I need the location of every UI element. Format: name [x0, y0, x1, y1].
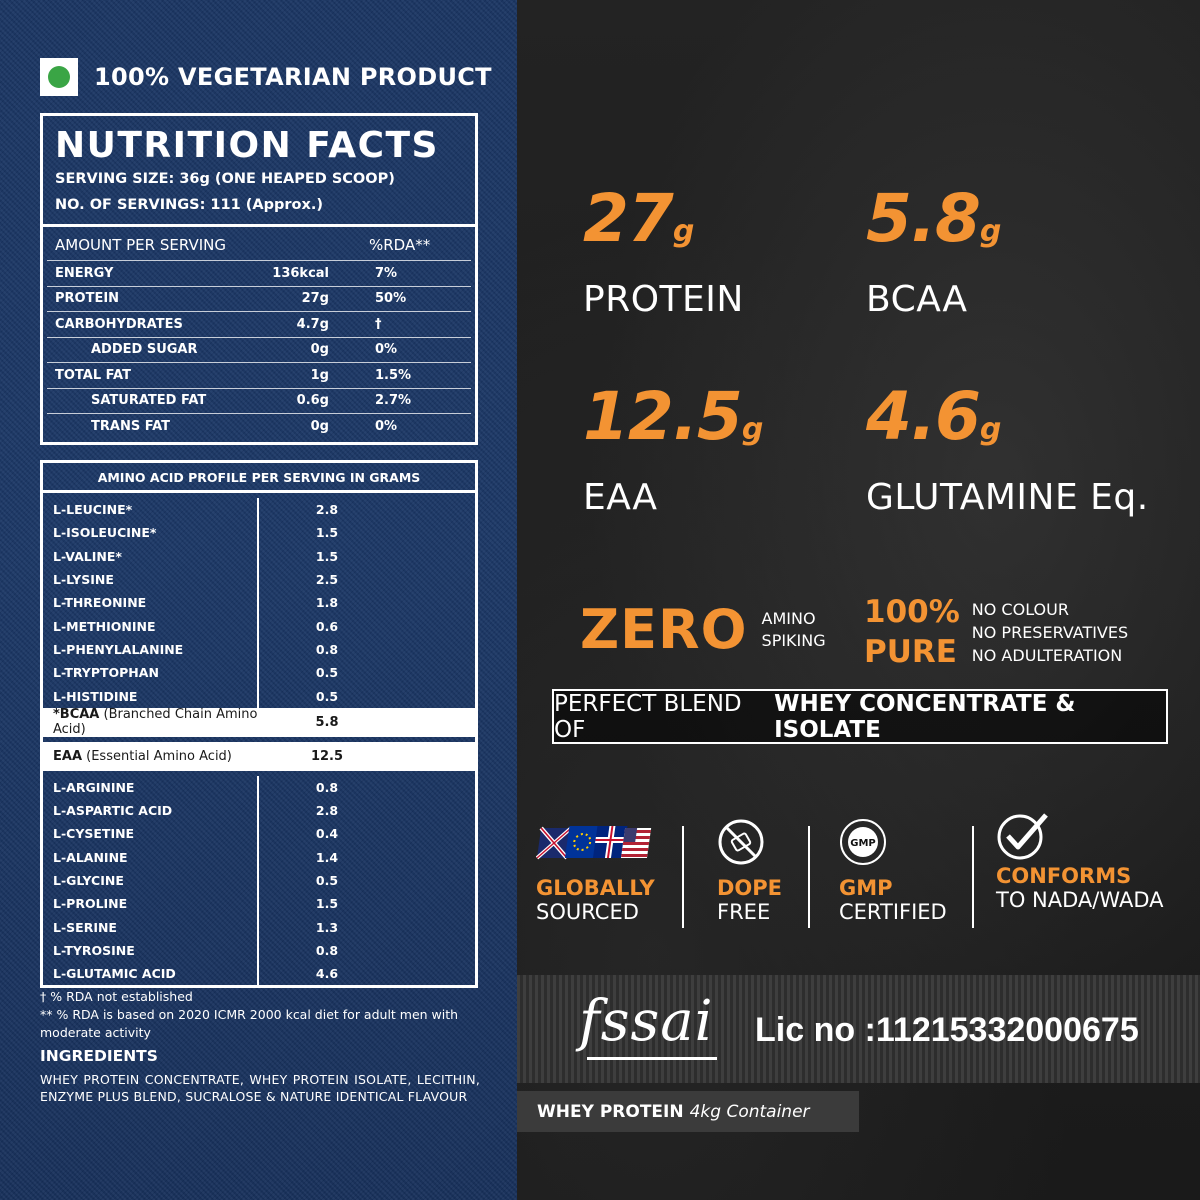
- table-row: L-ISOLEUCINE* 1.5: [43, 521, 475, 545]
- globally-sourced-badge: GLOBALLY SOURCED: [536, 818, 655, 924]
- servings-count: NO. OF SERVINGS: 111 (Approx.): [55, 197, 323, 213]
- nutrition-facts-title: NUTRITION FACTS: [55, 125, 439, 166]
- table-row: TRANS FAT 0g 0%: [91, 419, 398, 435]
- table-row: L-LEUCINE* 2.8: [43, 498, 475, 522]
- nutrition-table-header: AMOUNT PER SERVING %RDA**: [47, 229, 471, 261]
- table-row: L-GLYCINE 0.5: [43, 868, 475, 893]
- zero-amino-spiking: ZERO AMINO SPIKING: [580, 598, 826, 661]
- rda-note: † % RDA not established: [40, 989, 193, 1004]
- table-row: L-ALANINE 1.4: [43, 845, 475, 869]
- protein-stat: 27g PROTEIN: [583, 180, 744, 321]
- veg-symbol-icon: [40, 58, 78, 96]
- bcaa-row: *BCAA (Branched Chain Amino Acid) 5.8: [43, 707, 475, 737]
- table-row: L-THREONINE 1.8: [43, 591, 475, 615]
- nutrition-table: AMOUNT PER SERVING %RDA** ENERGY 136kcal 7…: [43, 227, 475, 442]
- dope-free-badge: DOPE FREE: [717, 818, 782, 924]
- gmp-certified-badge: GMP GMP CERTIFIED: [839, 818, 947, 924]
- vegetarian-mark: 100% VEGETARIAN PRODUCT: [40, 58, 492, 96]
- table-row: L-ARGININE 0.8: [43, 775, 475, 799]
- badge-divider: [972, 826, 974, 928]
- fssai-license-bar: fssai Lic no :11215332000675: [517, 975, 1200, 1083]
- table-row: L-ASPARTIC ACID 2.8: [43, 798, 475, 823]
- table-row: L-VALINE* 1.5: [43, 544, 475, 568]
- vegetarian-label: 100% VEGETARIAN PRODUCT: [94, 63, 492, 91]
- table-row: ENERGY 136kcal 7%: [47, 261, 471, 287]
- gmp-seal-icon: GMP: [839, 818, 947, 866]
- check-circle-icon: [996, 812, 1164, 860]
- eaa-row: EAA (Essential Amino Acid) 12.5: [43, 741, 475, 771]
- table-row: L-PHENYLALANINE 0.8: [43, 637, 475, 662]
- table-row: PROTEIN 27g 50%: [47, 287, 471, 312]
- fssai-logo: fssai: [579, 989, 714, 1054]
- rda-basis-note: ** % RDA is based on 2020 ICMR 2000 kcal…: [40, 1007, 459, 1040]
- no-dope-icon: [717, 818, 782, 866]
- ingredients-heading: INGREDIENTS: [40, 1047, 158, 1065]
- blend-banner: PERFECT BLEND OF WHEY CONCENTRATE & ISOLA…: [552, 689, 1168, 744]
- table-row: CARBOHYDRATES 4.7g †: [47, 312, 471, 338]
- bcaa-stat: 5.8g BCAA: [866, 180, 1002, 321]
- license-number: Lic no :11215332000675: [755, 1011, 1139, 1049]
- footnotes: † % RDA not established ** % RDA is base…: [40, 988, 480, 1105]
- table-row: ADDED SUGAR 0g 0%: [47, 338, 471, 363]
- glutamine-stat: 4.6g GLUTAMINE Eq.: [866, 378, 1149, 519]
- badge-divider: [808, 826, 810, 928]
- table-row: L-SERINE 1.3: [43, 915, 475, 939]
- table-row: L-GLUTAMIC ACID 4.6: [43, 962, 475, 986]
- ingredients-text: WHEY PROTEIN CONCENTRATE, WHEY PROTEIN I…: [40, 1072, 480, 1104]
- gmp-seal-text: GMP: [850, 838, 876, 849]
- badge-divider: [682, 826, 684, 928]
- serving-size: SERVING SIZE: 36g (ONE HEAPED SCOOP): [55, 171, 395, 187]
- nada-wada-badge: CONFORMS TO NADA/WADA: [996, 812, 1164, 912]
- table-row: L-CYSETINE 0.4: [43, 822, 475, 846]
- table-row: L-PROLINE 1.5: [43, 892, 475, 916]
- eaa-stat: 12.5g EAA: [583, 378, 764, 519]
- table-row: L-TRYPTOPHAN 0.5: [43, 661, 475, 685]
- nutrition-facts-box: NUTRITION FACTS SERVING SIZE: 36g (ONE H…: [40, 113, 478, 445]
- table-row: TOTAL FAT 1g 1.5%: [47, 363, 471, 389]
- certification-badges: GLOBALLY SOURCED DOPE FREE GMP GMP CERTI…: [517, 813, 1200, 933]
- amino-acid-title: AMINO ACID PROFILE PER SERVING IN GRAMS: [43, 463, 475, 493]
- table-row: L-HISTIDINE 0.5: [43, 684, 475, 708]
- table-row: SATURATED FAT 0.6g 2.7%: [47, 389, 471, 414]
- pure-claim: 100% PURE NO COLOUR NO PRESERVATIVES NO …: [864, 594, 1129, 670]
- table-row: L-TYROSINE 0.8: [43, 938, 475, 963]
- nutrition-panel: 100% VEGETARIAN PRODUCT NUTRITION FACTS …: [0, 0, 517, 1200]
- table-row: L-LYSINE 2.5: [43, 567, 475, 592]
- flags-icon: [536, 818, 655, 866]
- table-row: L-METHIONINE 0.6: [43, 614, 475, 638]
- amino-acid-profile: AMINO ACID PROFILE PER SERVING IN GRAMS …: [40, 460, 478, 989]
- container-size-tag: WHEY PROTEIN 4kg Container: [517, 1091, 859, 1132]
